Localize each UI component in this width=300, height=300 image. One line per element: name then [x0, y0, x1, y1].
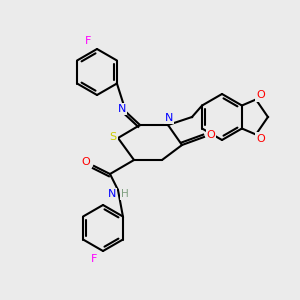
- Text: O: O: [256, 134, 265, 143]
- Text: O: O: [207, 130, 215, 140]
- Text: N: N: [165, 113, 173, 123]
- Text: N: N: [118, 104, 126, 114]
- Text: N: N: [108, 189, 116, 199]
- Text: O: O: [82, 157, 90, 167]
- Text: F: F: [85, 36, 91, 46]
- Text: F: F: [91, 254, 97, 264]
- Text: H: H: [121, 189, 129, 199]
- Text: S: S: [110, 132, 117, 142]
- Text: O: O: [256, 91, 265, 100]
